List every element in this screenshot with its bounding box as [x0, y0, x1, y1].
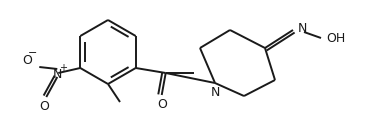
Text: O: O	[157, 98, 166, 111]
Text: +: +	[59, 63, 67, 73]
Text: −: −	[28, 48, 37, 58]
Text: OH: OH	[326, 32, 345, 45]
Text: N: N	[53, 68, 62, 81]
Text: O: O	[39, 99, 49, 112]
Text: N: N	[298, 22, 307, 35]
Text: N: N	[210, 85, 220, 99]
Text: O: O	[22, 54, 32, 66]
